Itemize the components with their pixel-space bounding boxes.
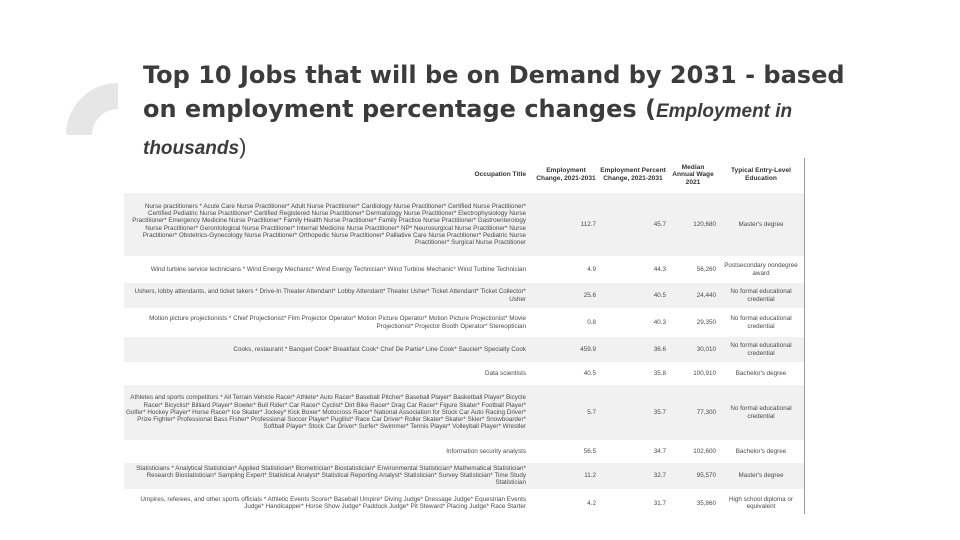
table-row: Statisticians * Analytical Statistician*… bbox=[124, 462, 804, 490]
decorative-arc bbox=[66, 83, 118, 135]
table-right-border bbox=[804, 158, 805, 514]
change-cell: 56.5 bbox=[534, 440, 598, 463]
wage-cell: 24,440 bbox=[668, 282, 718, 309]
change-cell: 112.7 bbox=[534, 192, 598, 257]
title-close: ) bbox=[239, 134, 247, 159]
change-cell: 40.5 bbox=[534, 362, 598, 385]
header-occupation: Occupation Title bbox=[474, 171, 526, 179]
wage-cell: 77,300 bbox=[668, 384, 718, 441]
occupation-cell: Wind turbine service technicians * Wind … bbox=[124, 256, 534, 283]
wage-cell: 35,860 bbox=[668, 488, 718, 518]
table-row: Athletes and sports competitors * All Te… bbox=[124, 384, 804, 441]
occupation-cell: Umpires, referees, and other sports offi… bbox=[124, 488, 534, 518]
table-row: Umpires, referees, and other sports offi… bbox=[124, 488, 804, 518]
occupation-cell: Information security analysts bbox=[124, 440, 534, 463]
occupation-cell: Motion picture projectionists * Chief Pr… bbox=[124, 308, 534, 337]
table-header-row: Occupation Title Employment Change, 2021… bbox=[124, 158, 804, 193]
percent-cell: 34.7 bbox=[598, 440, 668, 463]
change-cell: 5.7 bbox=[534, 384, 598, 441]
occupation-cell: Data scientists bbox=[124, 362, 534, 385]
table-row: Data scientists 40.5 35.8 100,910 Bachel… bbox=[124, 362, 804, 385]
header-education: Typical Entry-Level Education bbox=[731, 167, 791, 182]
slide-title: Top 10 Jobs that will be on Demand by 20… bbox=[143, 58, 863, 166]
jobs-table: Occupation Title Employment Change, 2021… bbox=[124, 158, 804, 518]
occupation-cell: Statisticians * Analytical Statistician*… bbox=[124, 462, 534, 490]
occupation-cell: Ushers, lobby attendants, and ticket tak… bbox=[124, 282, 534, 309]
table-row: Information security analysts 56.5 34.7 … bbox=[124, 440, 804, 463]
wage-cell: 120,680 bbox=[668, 192, 718, 257]
jobs-table-image: Occupation Title Employment Change, 2021… bbox=[124, 158, 806, 518]
education-cell: High school diploma or equivalent bbox=[718, 488, 804, 518]
occupation-cell: Cooks, restaurant * Banquet Cook* Breakf… bbox=[124, 336, 534, 363]
percent-cell: 40.3 bbox=[598, 308, 668, 337]
percent-cell: 31.7 bbox=[598, 488, 668, 518]
percent-cell: 44.3 bbox=[598, 256, 668, 283]
wage-cell: 95,570 bbox=[668, 462, 718, 490]
education-cell: No formal educational credential bbox=[718, 308, 804, 337]
percent-cell: 45.7 bbox=[598, 192, 668, 257]
education-cell: No formal educational credential bbox=[718, 384, 804, 441]
percent-cell: 32.7 bbox=[598, 462, 668, 490]
occupation-cell: Athletes and sports competitors * All Te… bbox=[124, 384, 534, 441]
percent-cell: 35.7 bbox=[598, 384, 668, 441]
table-row: Cooks, restaurant * Banquet Cook* Breakf… bbox=[124, 336, 804, 363]
table-row: Wind turbine service technicians * Wind … bbox=[124, 256, 804, 283]
wage-cell: 56,260 bbox=[668, 256, 718, 283]
wage-cell: 29,350 bbox=[668, 308, 718, 337]
percent-cell: 36.6 bbox=[598, 336, 668, 363]
change-cell: 4.9 bbox=[534, 256, 598, 283]
change-cell: 25.6 bbox=[534, 282, 598, 309]
table-row: Motion picture projectionists * Chief Pr… bbox=[124, 308, 804, 337]
education-cell: No formal educational credential bbox=[718, 336, 804, 363]
header-wage: Median Annual Wage 2021 bbox=[672, 163, 714, 186]
occupation-cell: Nurse practitioners * Acute Care Nurse P… bbox=[124, 192, 534, 257]
education-cell: Postsecondary nondegree award bbox=[718, 256, 804, 283]
wage-cell: 102,600 bbox=[668, 440, 718, 463]
header-percent: Employment Percent Change, 2021-2031 bbox=[600, 167, 666, 182]
wage-cell: 100,910 bbox=[668, 362, 718, 385]
title-italic: Employment in thousands bbox=[143, 101, 793, 159]
education-cell: Bachelor's degree bbox=[718, 362, 804, 385]
education-cell: Master's degree bbox=[718, 192, 804, 257]
change-cell: 11.2 bbox=[534, 462, 598, 490]
change-cell: 4.2 bbox=[534, 488, 598, 518]
percent-cell: 40.5 bbox=[598, 282, 668, 309]
education-cell: No formal educational credential bbox=[718, 282, 804, 309]
percent-cell: 35.8 bbox=[598, 362, 668, 385]
table-row: Ushers, lobby attendants, and ticket tak… bbox=[124, 282, 804, 309]
change-cell: 0.8 bbox=[534, 308, 598, 337]
table-row: Nurse practitioners * Acute Care Nurse P… bbox=[124, 192, 804, 257]
education-cell: Master's degree bbox=[718, 462, 804, 490]
header-change: Employment Change, 2021-2031 bbox=[536, 167, 596, 182]
title-main: Top 10 Jobs that will be on Demand by 20… bbox=[143, 61, 845, 123]
wage-cell: 30,010 bbox=[668, 336, 718, 363]
change-cell: 459.9 bbox=[534, 336, 598, 363]
education-cell: Bachelor's degree bbox=[718, 440, 804, 463]
